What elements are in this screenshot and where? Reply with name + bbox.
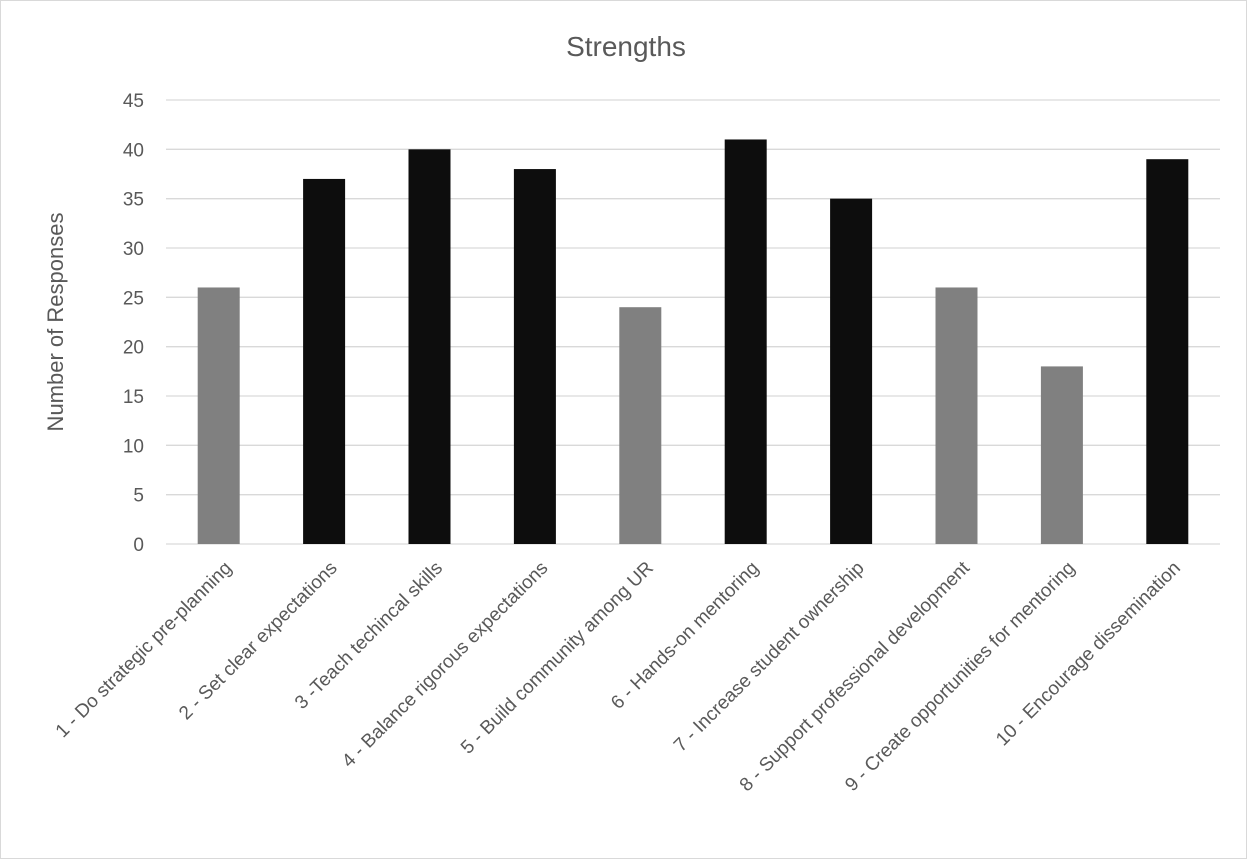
bar (935, 287, 978, 544)
bar (724, 139, 767, 544)
y-tick-label: 0 (133, 535, 144, 556)
y-axis-label: Number of Responses (43, 213, 68, 432)
bars (197, 139, 1189, 545)
bar (830, 198, 873, 544)
x-tick-label: 5 - Build community among UR (457, 558, 658, 759)
x-tick-label: 4 - Balance rigorous expectations (338, 558, 552, 772)
y-tick-label: 5 (133, 486, 144, 507)
bar (197, 287, 240, 544)
bar (619, 307, 662, 544)
y-tick-label: 20 (123, 338, 144, 359)
y-tick-label: 30 (123, 239, 144, 260)
bar (408, 149, 451, 545)
bar (303, 178, 346, 544)
y-tick-label: 15 (123, 387, 144, 408)
y-tick-label: 35 (123, 190, 144, 211)
bar (513, 169, 556, 545)
x-tick-label: 8 - Support professional development (736, 557, 975, 796)
x-tick-label: 9 - Create opportunities for mentoring (841, 558, 1079, 796)
y-tick-label: 45 (123, 91, 144, 112)
chart-title: Strengths (566, 31, 686, 62)
y-tick-label: 10 (123, 436, 144, 457)
bar (1040, 366, 1083, 544)
x-tick-label: 10 - Encourage dissemination (992, 558, 1185, 751)
y-tick-label: 25 (123, 288, 144, 309)
x-tick-label: 1 - Do strategic pre-planning (52, 558, 236, 742)
y-tick-label: 40 (123, 140, 144, 161)
bar (1146, 159, 1189, 544)
x-tick-label: 7 - Increase student ownership (670, 558, 869, 757)
y-tick-labels: 0 5 10 15 20 25 30 35 40 45 (123, 91, 144, 556)
